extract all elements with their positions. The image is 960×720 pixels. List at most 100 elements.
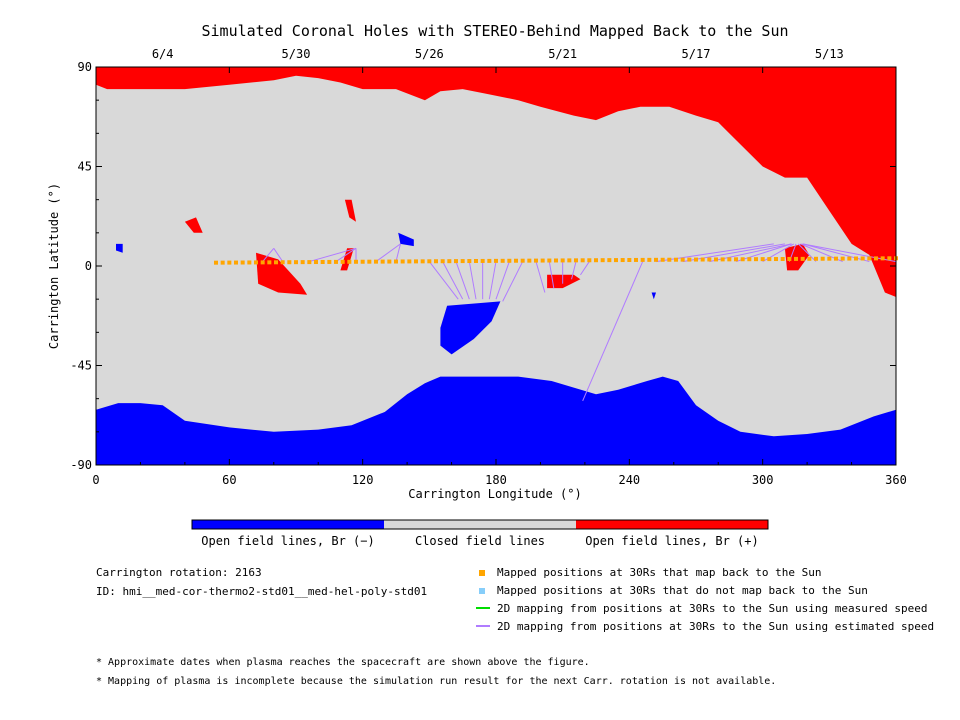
mapped-point	[314, 260, 318, 265]
mapping-line	[395, 243, 401, 262]
mapped-point	[547, 258, 552, 263]
region-filament_2	[340, 248, 354, 271]
top-date-label: 6/4	[152, 47, 174, 61]
mapped-point	[507, 258, 512, 263]
mapped-point	[334, 259, 338, 264]
mapped-point	[727, 257, 732, 262]
mapped-point	[447, 259, 452, 264]
mapping-line	[582, 261, 644, 402]
mapped-point	[674, 257, 678, 262]
y-tick-label: 0	[85, 259, 92, 273]
mapped-point	[714, 257, 718, 262]
x-tick-label: 300	[752, 473, 774, 487]
mapped-point	[380, 259, 385, 264]
mapped-point	[487, 258, 492, 263]
x-tick-label: 120	[352, 473, 374, 487]
mapped-point	[407, 259, 412, 264]
mapping-line	[309, 247, 357, 263]
mapped-point	[574, 258, 578, 263]
mapped-point	[367, 259, 372, 264]
mapped-point	[540, 258, 545, 263]
mapping-line	[802, 243, 897, 263]
mapping-line	[797, 243, 817, 262]
mapped-point	[780, 256, 785, 261]
mapped-point	[860, 256, 865, 261]
mapping-line	[335, 247, 357, 262]
mapped-point	[347, 259, 352, 264]
mapped-point	[327, 259, 332, 264]
colorbar-negative	[192, 520, 384, 529]
mapped-point	[440, 259, 445, 264]
mapped-point	[514, 258, 518, 263]
mapped-point	[660, 257, 665, 262]
top-date-ticks: 6/4 5/30 5/26 5/21 5/17 5/13	[152, 47, 844, 61]
x-axis-ticks: 0 60 120 180 240 300 360	[92, 67, 907, 487]
mapped-point	[754, 257, 758, 262]
mapped-point	[607, 258, 612, 263]
mapped-point	[800, 256, 805, 261]
mapping-line	[682, 243, 785, 263]
mapped-point	[600, 258, 605, 263]
region-patch_negative_2	[398, 232, 414, 247]
mapped-point	[567, 258, 572, 263]
mapping-line	[571, 261, 577, 280]
legend-swatch-mapped	[479, 570, 485, 576]
mapped-point	[620, 258, 625, 263]
mapped-point	[267, 260, 272, 265]
note-incomplete: * Mapping of plasma is incomplete becaus…	[96, 676, 777, 687]
mapped-point	[767, 257, 772, 262]
region-filament_3	[344, 199, 356, 222]
mapped-point	[787, 256, 792, 261]
mapped-point	[887, 256, 892, 261]
mapping-line	[442, 261, 464, 300]
region-patch_negative_3	[651, 292, 656, 300]
mapped-point	[494, 258, 498, 263]
mapped-point	[300, 260, 305, 265]
mapped-point	[874, 256, 878, 261]
legend-label-unmapped: Mapped positions at 30Rs that do not map…	[497, 584, 868, 597]
mapped-point	[414, 259, 418, 264]
top-date-label: 5/30	[282, 47, 311, 61]
mapped-point	[700, 257, 705, 262]
mapping-line	[735, 243, 792, 263]
mapped-point	[534, 258, 538, 263]
mapped-point	[467, 259, 472, 264]
colorbar-closed	[384, 520, 576, 529]
mapped-point	[240, 260, 245, 265]
mapped-point	[794, 256, 798, 261]
mapped-point	[280, 260, 285, 265]
mapped-point	[247, 260, 252, 265]
mapped-point	[640, 257, 645, 262]
y-tick-label: 90	[78, 60, 92, 74]
mapped-point	[634, 257, 638, 262]
mapped-point	[294, 260, 298, 265]
mapped-point	[827, 256, 832, 261]
mapping-line	[468, 261, 477, 300]
x-tick-label: 180	[485, 473, 507, 487]
x-tick-label: 240	[618, 473, 640, 487]
y-tick-label: 45	[78, 160, 92, 174]
mapped-point	[354, 259, 358, 264]
y-axis-label: Carrington Latitude (°)	[47, 183, 61, 349]
mapped-point	[214, 260, 218, 265]
region-north_positive	[96, 67, 896, 297]
mapped-point	[614, 258, 618, 263]
mapped-point	[867, 256, 872, 261]
legend-swatch-unmapped	[479, 588, 485, 594]
colorbar-label-positive: Open field lines, Br (+)	[585, 534, 758, 548]
mapped-point	[580, 258, 585, 263]
legend-swatch-estimated	[476, 625, 490, 627]
mapping-line	[428, 261, 459, 300]
mapped-point	[527, 258, 532, 263]
y-tick-label: -90	[70, 458, 92, 472]
mapping-line	[535, 261, 546, 293]
x-tick-label: 360	[885, 473, 907, 487]
mapped-point	[320, 259, 325, 264]
top-date-label: 5/21	[548, 47, 577, 61]
colorbar-positive	[576, 520, 768, 529]
mapped-point	[880, 256, 885, 261]
mapped-point	[360, 259, 365, 264]
carrington-rotation-text: Carrington rotation: 2163	[96, 566, 262, 579]
mapped-point	[820, 256, 825, 261]
mapped-point	[680, 257, 685, 262]
